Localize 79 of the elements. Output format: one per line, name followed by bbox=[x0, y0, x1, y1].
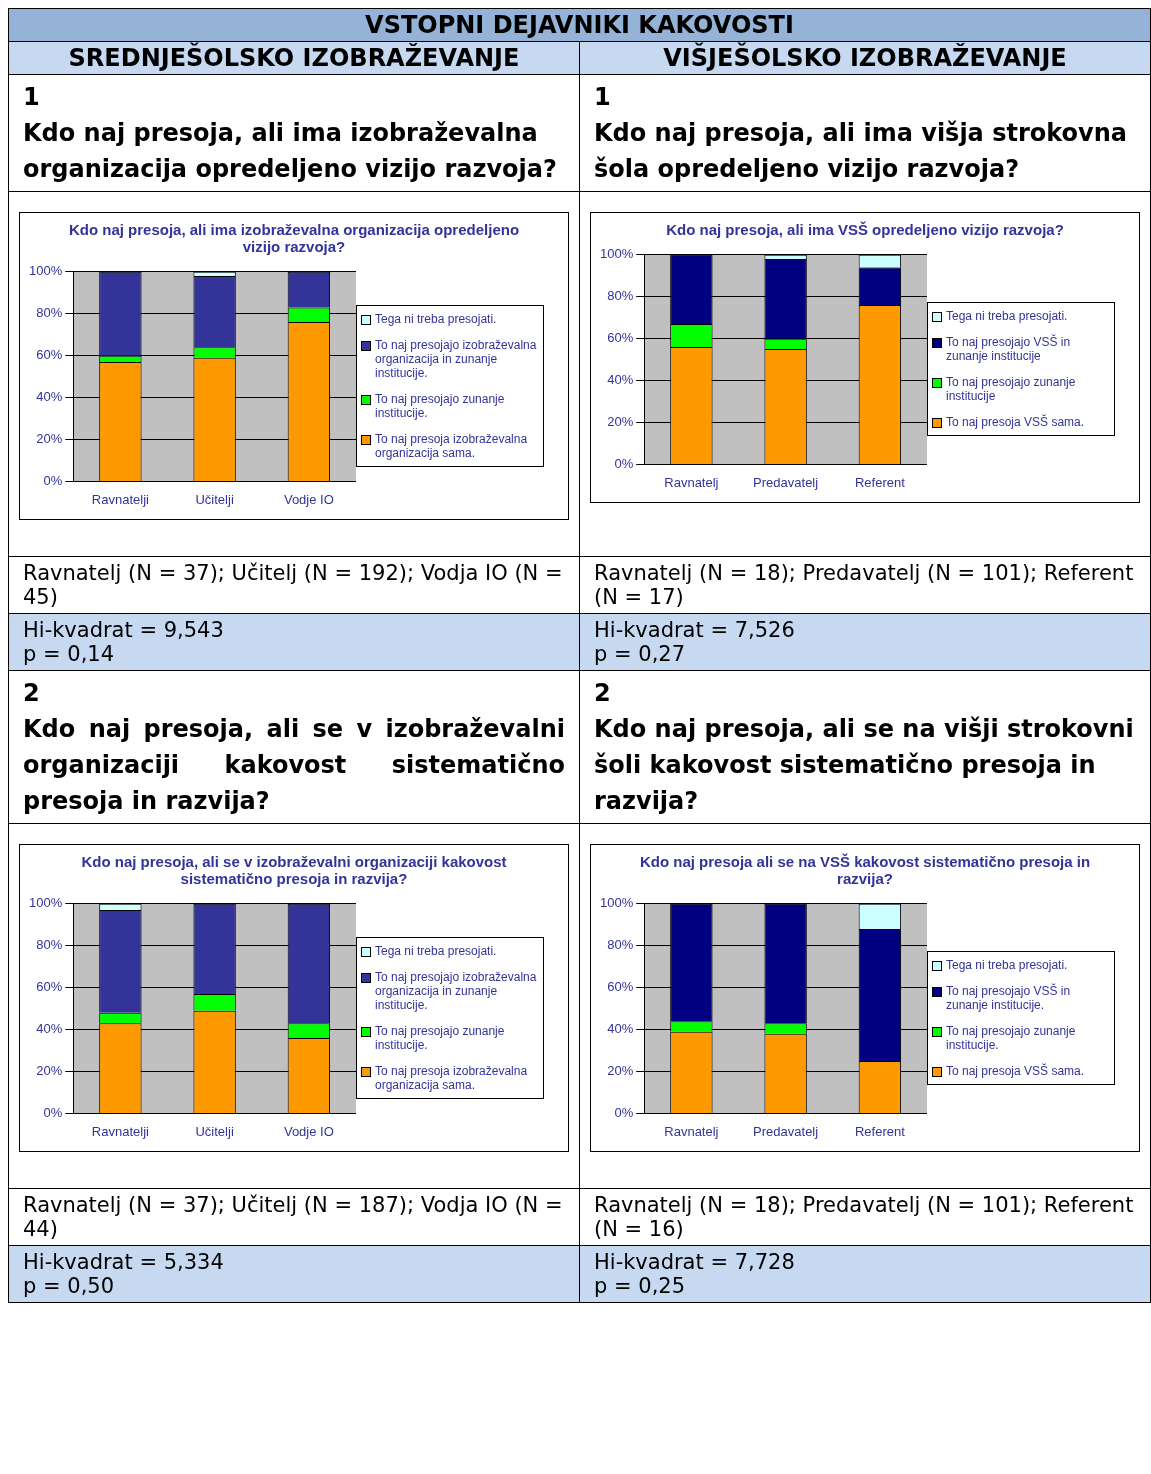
legend-label: To naj presojajo zunanje institucije. bbox=[375, 1024, 506, 1052]
legend-label: To naj presoja VSŠ sama. bbox=[946, 1064, 1085, 1078]
x-tick-label: Ravnatelj bbox=[664, 1123, 719, 1139]
y-tick-label: 60% bbox=[607, 979, 634, 995]
y-tick-label: 0% bbox=[614, 455, 634, 471]
legend-label: To naj presojajo izobraževalna organizacija in zunanje institucije. bbox=[375, 970, 538, 1012]
text: Hi-kvadrat = 7,728 bbox=[594, 1250, 796, 1274]
text: 1 bbox=[23, 82, 41, 113]
legend-label: To naj presojajo VSŠ in zunanje institucije bbox=[946, 335, 1072, 363]
text: Kdo naj presoja, ali se na višji strokovni šoli kakovost sistematično presoja in razvija? bbox=[594, 714, 1135, 817]
legend-label: To naj presoja izobraževalna organizacija sama. bbox=[375, 432, 529, 460]
x-tick-label: Vodje IO bbox=[283, 491, 334, 507]
y-tick-label: 20% bbox=[36, 1063, 63, 1079]
legend-label: To naj presojajo zunanje institucije. bbox=[946, 1024, 1077, 1052]
legend-label: To naj presoja VSŠ sama. bbox=[946, 415, 1085, 429]
text: Kdo naj presoja, ali ima višja strokovna šola opredeljeno vizijo razvoja? bbox=[594, 118, 1128, 185]
y-tick-label: 20% bbox=[607, 1063, 634, 1079]
legend-label: Tega ni treba presojati. bbox=[375, 944, 497, 958]
text: p = 0,50 bbox=[23, 1274, 116, 1298]
y-tick-label: 60% bbox=[36, 347, 63, 363]
text: p = 0,25 bbox=[594, 1274, 687, 1298]
text: Ravnatelj (N = 37); Učitelj (N = 192); Vodja IO (N = 45) bbox=[8, 556, 580, 614]
text: Ravnatelj (N = 18); Predavatelj (N = 101); Referent (N = 16) bbox=[579, 1188, 1151, 1246]
y-tick-label: 40% bbox=[607, 372, 634, 388]
chart-title: Kdo naj presoja ali se na VSŠ kakovost sistematično presoja in razvija? bbox=[638, 853, 1092, 887]
legend-label: Tega ni treba presojati. bbox=[946, 309, 1068, 323]
legend-label: To naj presojajo VSŠ in zunanje institucije. bbox=[946, 984, 1072, 1012]
y-tick-label: 0% bbox=[43, 1104, 63, 1120]
y-tick-label: 100% bbox=[600, 246, 634, 262]
text: p = 0,27 bbox=[594, 642, 687, 666]
chart-title: Kdo naj presoja, ali se v izobraževalni organizaciji kakovost sistematično presoja in razvija? bbox=[80, 853, 508, 887]
text: Hi-kvadrat = 9,543 bbox=[23, 618, 225, 642]
x-tick-label: Referent bbox=[854, 1123, 906, 1139]
text: p = 0,14 bbox=[23, 642, 116, 666]
y-tick-label: 0% bbox=[614, 1104, 634, 1120]
x-tick-label: Vodje IO bbox=[283, 1123, 334, 1139]
x-tick-label: Predavatelj bbox=[753, 474, 819, 490]
text: Hi-kvadrat = 5,334 bbox=[23, 1250, 225, 1274]
chart-title: Kdo naj presoja, ali ima VSŠ opredeljeno vizijo razvoja? bbox=[665, 221, 1065, 238]
y-tick-label: 100% bbox=[600, 895, 634, 911]
text: Kdo naj presoja, ali ima izobraževalna organizacija opredeljeno vizijo razvoja? bbox=[23, 118, 558, 185]
x-tick-label: Predavatelj bbox=[753, 1123, 819, 1139]
text: Hi-kvadrat = 7,526 bbox=[594, 618, 796, 642]
y-tick-label: 60% bbox=[36, 979, 63, 995]
x-tick-label: Ravnatelji bbox=[91, 491, 150, 507]
y-tick-label: 40% bbox=[607, 1021, 634, 1037]
chart-title: Kdo naj presoja, ali ima izobraževalna organizacija opredeljeno vizijo razvoja? bbox=[67, 221, 521, 255]
legend-label: To naj presojajo zunanje institucije. bbox=[375, 392, 506, 420]
x-tick-label: Učitelji bbox=[195, 491, 234, 507]
y-tick-label: 80% bbox=[36, 937, 63, 953]
y-tick-label: 100% bbox=[29, 263, 63, 279]
legend-label: Tega ni treba presojati. bbox=[375, 312, 497, 326]
y-tick-label: 80% bbox=[607, 937, 634, 953]
y-tick-label: 100% bbox=[29, 895, 63, 911]
text: 1 bbox=[594, 82, 612, 113]
text: Kdo naj presoja, ali se v izobraževalni organizaciji kakovost sistematično presoja in razvija? bbox=[23, 714, 565, 817]
y-tick-label: 40% bbox=[36, 1021, 63, 1037]
text: 2 bbox=[594, 678, 612, 709]
y-tick-label: 40% bbox=[36, 389, 63, 405]
y-tick-label: 60% bbox=[607, 330, 634, 346]
legend-label: To naj presojajo izobraževalna organizacija in zunanje institucije. bbox=[375, 338, 538, 380]
legend-label: To naj presojajo zunanje institucije bbox=[946, 375, 1077, 403]
y-tick-label: 20% bbox=[36, 431, 63, 447]
legend-label: Tega ni treba presojati. bbox=[946, 958, 1068, 972]
text: VSTOPNI DEJAVNIKI KAKOVOSTI bbox=[8, 8, 1151, 42]
text: Ravnatelj (N = 18); Predavatelj (N = 101); Referent (N = 17) bbox=[579, 556, 1151, 614]
x-tick-label: Referent bbox=[854, 474, 906, 490]
y-tick-label: 0% bbox=[43, 472, 63, 488]
text: Ravnatelj (N = 37); Učitelj (N = 187); Vodja IO (N = 44) bbox=[8, 1188, 580, 1246]
y-tick-label: 80% bbox=[36, 305, 63, 321]
x-tick-label: Učitelji bbox=[195, 1123, 234, 1139]
x-tick-label: Ravnatelji bbox=[91, 1123, 150, 1139]
x-tick-label: Ravnatelj bbox=[664, 474, 719, 490]
text: VIŠJEŠOLSKO IZOBRAŽEVANJE bbox=[579, 41, 1151, 75]
text: 2 bbox=[23, 678, 41, 709]
y-tick-label: 80% bbox=[607, 288, 634, 304]
text: SREDNJEŠOLSKO IZOBRAŽEVANJE bbox=[8, 41, 580, 75]
y-tick-label: 20% bbox=[607, 414, 634, 430]
legend-label: To naj presoja izobraževalna organizacija sama. bbox=[375, 1064, 529, 1092]
